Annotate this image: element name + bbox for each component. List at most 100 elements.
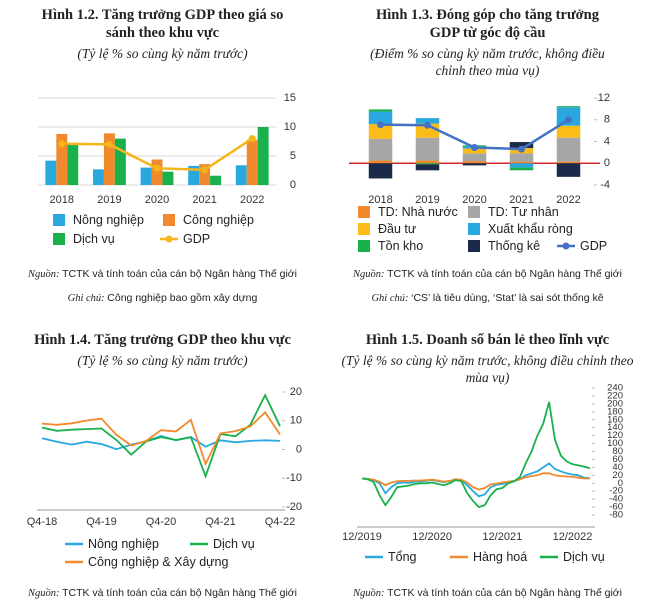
y-tick-label: -10 — [286, 472, 302, 484]
y-tick-label: 8 — [604, 114, 610, 126]
chart-title: Hình 1.5. Doanh số bán lẻ theo lĩnh vực — [365, 332, 610, 348]
y-tick-label: 180 — [607, 406, 623, 417]
y-tick-label: 80 — [612, 446, 623, 457]
y-tick-label: 120 — [607, 430, 623, 441]
legend-swatch — [468, 223, 480, 235]
legend-swatch — [450, 555, 468, 559]
legend-label: Xuất khẩu ròng — [488, 222, 573, 236]
bar — [246, 139, 258, 185]
x-tick-label: 2019 — [97, 194, 121, 206]
y-tick-label: -60 — [609, 502, 623, 513]
legend-swatch — [53, 233, 65, 245]
chart-subtitle: (Tỷ lệ % so cùng kỳ năm trước, không điề… — [341, 353, 634, 385]
line-marker — [153, 164, 161, 172]
line-marker — [518, 145, 525, 153]
source-line: Nguồn: TCTK và tính toán của cán bộ Ngân… — [325, 587, 650, 599]
chart: -20 -10 0 10 20 Q4-18 Q4-19 Q4-20 Q4-21 Q4-22 — [27, 386, 302, 528]
legend-box — [53, 214, 65, 226]
line — [361, 472, 590, 491]
legend-box — [468, 223, 480, 235]
legend-label: Công nghiệp — [183, 213, 254, 227]
y-tick-label: 0 — [290, 179, 296, 191]
legend-item: Nông nghiệp — [50, 213, 144, 227]
bar — [114, 138, 126, 185]
legend-swatch — [53, 214, 65, 226]
x-tick-label: 12/2019 — [342, 531, 382, 543]
bar — [67, 144, 79, 185]
legend-item: Công nghiệp — [160, 213, 254, 227]
chart-title: Hình 1.2. Tăng trưởng GDP theo giá so sá… — [41, 7, 284, 41]
source-text: Công nghiệp bao gồm xây dựng — [107, 292, 258, 304]
y-tick-label: 100 — [607, 438, 623, 449]
y-tick-label: 220 — [607, 390, 623, 401]
legend-item: Xuất khẩu ròng — [465, 222, 573, 236]
legend-swatch — [358, 223, 370, 235]
stacked-bar-segment — [556, 125, 581, 138]
bar — [103, 133, 115, 185]
bar — [56, 133, 68, 185]
legend-label: Tồn kho — [378, 239, 424, 253]
bar — [188, 165, 200, 185]
source-label: Nguồn: — [27, 588, 60, 599]
y-tick-label: 12 — [598, 92, 610, 104]
legend-label: GDP — [183, 232, 211, 246]
line-marker — [565, 116, 572, 124]
x-tick-label: 2022 — [556, 194, 580, 206]
stacked-bar-segment — [415, 137, 440, 161]
x-tick-label: 2021 — [192, 194, 216, 206]
legend-label: Đầu tư — [378, 222, 417, 236]
legend-label: Dịch vụ — [563, 550, 605, 564]
stacked-bar-segment — [368, 124, 393, 139]
legend-label: Hàng hoá — [473, 550, 528, 564]
bar — [235, 165, 247, 185]
x-tick-label: 2021 — [509, 194, 533, 206]
x-tick-label: 2018 — [368, 194, 392, 206]
chart-subtitle: (Điểm % so cùng kỳ năm trước, không điều… — [370, 46, 605, 78]
line — [41, 435, 281, 451]
legend-item: GDP — [557, 239, 607, 253]
y-tick-label: 140 — [607, 422, 623, 433]
legend-swatch — [65, 542, 83, 546]
source-line: Nguồn: TCTK và tính toán của cán bộ Ngân… — [0, 587, 325, 599]
y-tick-label: -80 — [609, 510, 623, 521]
legend-swatch — [365, 555, 383, 559]
y-tick-label: 200 — [607, 398, 623, 409]
y-tick-label: 10 — [284, 121, 296, 133]
y-tick-label: 20 — [612, 470, 623, 481]
legend-box — [468, 206, 480, 218]
legend-item: Thống kê — [465, 239, 540, 253]
stacked-bar-segment — [509, 163, 534, 168]
source-label: Nguồn: — [352, 269, 385, 280]
y-tick-label: 4 — [604, 135, 610, 147]
x-tick-label: 12/2020 — [412, 531, 452, 543]
line-marker — [424, 121, 431, 129]
legend-swatch — [160, 235, 178, 243]
legend-label: Dịch vụ — [213, 537, 255, 551]
stacked-bar-segment — [462, 163, 487, 166]
y-tick-label: 40 — [612, 462, 623, 473]
chart: -4 0 4 8 12 2018 2019 2020 2021 2022 — [349, 92, 610, 206]
chart: -80-60-40-200204060801001201401601802002… — [342, 383, 623, 543]
y-tick-label: 0 — [618, 478, 623, 489]
x-tick-label: 12/2022 — [553, 531, 593, 543]
legend-box — [358, 223, 370, 235]
y-tick-label: 10 — [290, 415, 302, 427]
legend-label: Thống kê — [488, 239, 541, 253]
x-tick-label: 2019 — [415, 194, 439, 206]
stacked-bar-segment — [368, 138, 393, 161]
legend-item: Công nghiệp & Xây dựng — [65, 555, 228, 569]
y-tick-label: 160 — [607, 414, 623, 425]
stacked-bar-segment — [368, 163, 393, 179]
chart-title: Hình 1.3. Đóng góp cho tăng trưởng GDP t… — [376, 7, 599, 41]
x-tick-label: 2020 — [145, 194, 169, 206]
source-line: Ghi chú: ‘CS’ là tiêu dùng, ‘Stat’ là sa… — [325, 292, 650, 304]
stacked-bar-segment — [415, 118, 440, 124]
source-label: Ghi chú: — [371, 293, 409, 304]
bar — [92, 169, 104, 185]
legend-box — [163, 214, 175, 226]
legend-label: GDP — [580, 239, 608, 253]
line-marker — [201, 166, 209, 174]
legend-box — [53, 233, 65, 245]
source-line: Ghi chú: Công nghiệp bao gồm xây dựng — [0, 292, 325, 304]
